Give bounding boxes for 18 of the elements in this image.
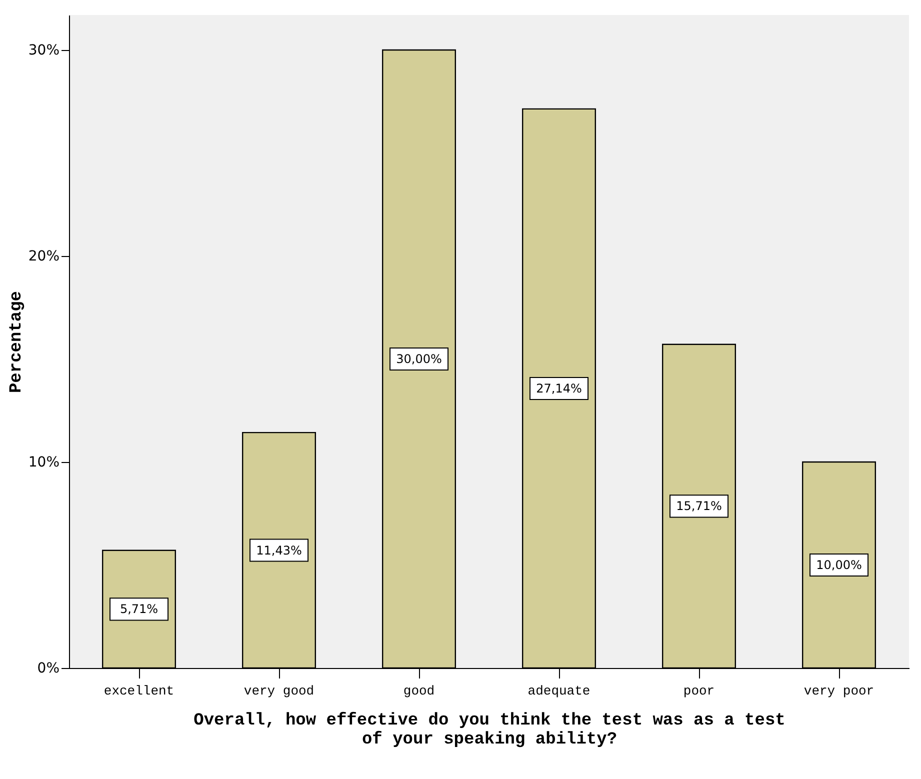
- data-label: 11,43%: [256, 543, 302, 558]
- data-label: 15,71%: [676, 499, 722, 514]
- x-tick-label: very poor: [804, 684, 874, 698]
- data-label: 10,00%: [816, 558, 862, 572]
- x-tick-label: good: [403, 684, 435, 698]
- y-axis-title: Percentage: [7, 290, 26, 394]
- y-tick-label: 10%: [28, 454, 60, 471]
- y-tick-label: 0%: [37, 660, 60, 676]
- x-axis-title: Overall, how effective do you think the test was as a test of your speaking ability?: [194, 712, 786, 750]
- data-label: 5,71%: [120, 602, 158, 616]
- data-label: 27,14%: [536, 381, 582, 396]
- data-label: 30,00%: [396, 352, 442, 366]
- x-tick-label: poor: [683, 684, 715, 698]
- x-tick-label: excellent: [104, 684, 174, 698]
- y-tick-label: 20%: [28, 248, 60, 265]
- x-tick-label: very good: [244, 684, 314, 698]
- y-tick-label: 30%: [28, 42, 60, 59]
- x-tick-label: adequate: [528, 684, 590, 698]
